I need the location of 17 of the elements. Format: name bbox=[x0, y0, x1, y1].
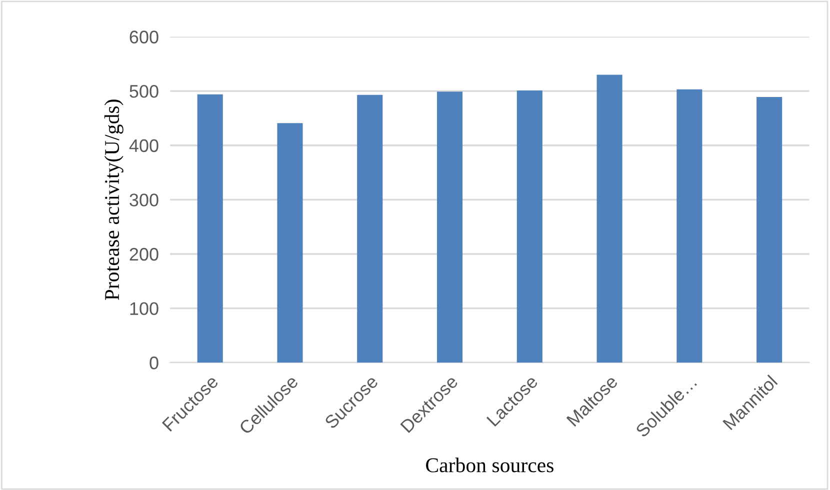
y-axis-title: Protease activity(U/gds) bbox=[104, 100, 124, 300]
bar bbox=[357, 94, 383, 363]
y-tick-label: 600 bbox=[130, 30, 158, 44]
bar bbox=[676, 89, 702, 363]
bar bbox=[516, 90, 542, 363]
y-tick-label: 200 bbox=[130, 248, 158, 261]
bar bbox=[436, 92, 463, 363]
bar bbox=[277, 123, 303, 363]
y-tick-label: 100 bbox=[130, 302, 158, 316]
y-tick-label: 400 bbox=[129, 139, 158, 152]
y-tick-label: 500 bbox=[130, 84, 158, 98]
x-axis-title: Carbon sources bbox=[426, 458, 554, 472]
bar bbox=[756, 97, 782, 363]
bar bbox=[596, 74, 622, 363]
y-tick-label: 0 bbox=[150, 356, 158, 370]
y-tick-label: 300 bbox=[130, 194, 158, 206]
bar bbox=[197, 94, 223, 363]
